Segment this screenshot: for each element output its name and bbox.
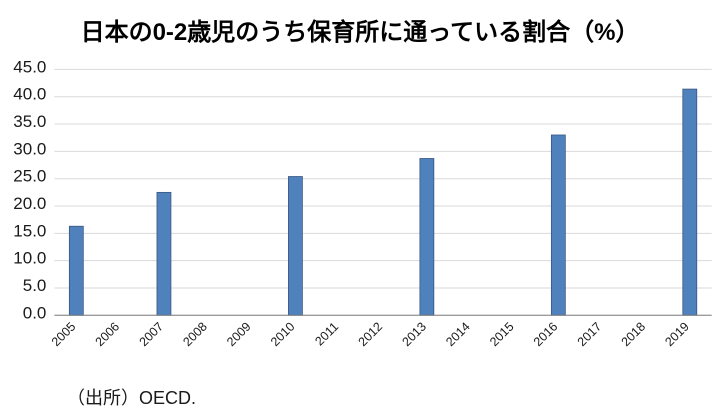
svg-text:15.0: 15.0 [13, 221, 46, 240]
svg-text:2010: 2010 [268, 319, 298, 349]
svg-text:2007: 2007 [137, 319, 167, 349]
svg-text:45.0: 45.0 [13, 57, 46, 76]
svg-text:2019: 2019 [662, 319, 692, 349]
svg-text:2018: 2018 [619, 319, 649, 349]
svg-text:2006: 2006 [93, 319, 123, 349]
svg-text:2011: 2011 [312, 319, 341, 348]
svg-text:2005: 2005 [49, 319, 79, 349]
svg-text:2012: 2012 [356, 319, 386, 349]
svg-text:0.0: 0.0 [23, 303, 47, 322]
svg-text:5.0: 5.0 [23, 276, 47, 295]
svg-text:2009: 2009 [224, 319, 254, 349]
svg-text:30.0: 30.0 [13, 139, 46, 158]
svg-text:2013: 2013 [399, 319, 429, 349]
svg-text:25.0: 25.0 [13, 167, 46, 186]
svg-text:10.0: 10.0 [13, 249, 46, 268]
svg-text:40.0: 40.0 [13, 85, 46, 104]
svg-text:2015: 2015 [487, 319, 517, 349]
svg-text:35.0: 35.0 [13, 112, 46, 131]
svg-text:2016: 2016 [531, 319, 561, 349]
svg-text:20.0: 20.0 [13, 194, 46, 213]
svg-text:2008: 2008 [180, 319, 210, 349]
svg-text:2017: 2017 [575, 319, 605, 349]
svg-text:2014: 2014 [443, 319, 473, 349]
